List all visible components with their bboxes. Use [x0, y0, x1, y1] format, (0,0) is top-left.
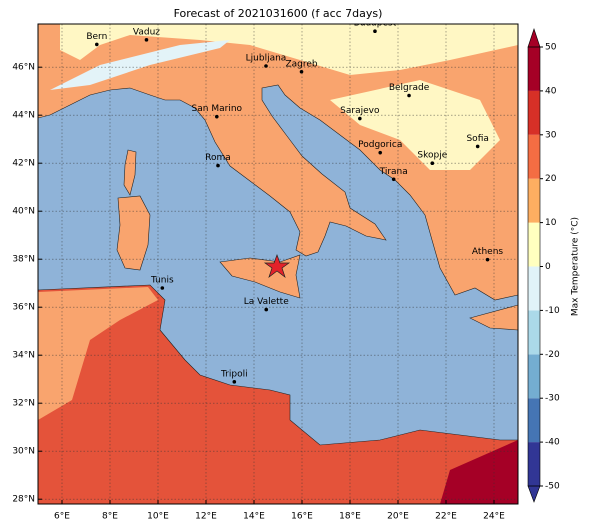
city-dot [160, 286, 165, 290]
colorbar-tick-label: 20 [545, 174, 557, 184]
city-dot [391, 177, 396, 182]
city-label: San Marino [192, 104, 243, 114]
y-tick-label: 38°N [12, 255, 35, 265]
city-label: Tirana [379, 167, 408, 177]
city-label: Bern [86, 32, 107, 42]
city-label: Roma [205, 153, 231, 163]
colorbar-bin [528, 266, 540, 311]
city-dot [373, 29, 377, 33]
city-label: Sarajevo [340, 106, 380, 116]
x-tick-label: 24°E [483, 512, 505, 522]
city-dot [264, 64, 268, 68]
x-tick-label: 20°E [387, 512, 409, 522]
colorbar: -50 -40 -30 -20 -10 0 10 20 30 40 50 Max Temperatur… [527, 28, 581, 503]
africa-hot [440, 440, 518, 504]
city-dot [358, 116, 362, 121]
colorbar-bin [528, 398, 540, 443]
axes: 6°E 8°E 10°E 12°E 14°E 16°E 18°E 20°E 22°E 24°E 28… [12, 63, 505, 522]
y-tick-label: 46°N [12, 63, 35, 73]
colorbar-bin [528, 47, 540, 91]
city-label: Zagreb [285, 59, 317, 69]
y-tick-label: 30°N [12, 447, 35, 457]
city-dot [95, 42, 99, 47]
city-dot [215, 114, 219, 119]
city-dot [264, 307, 269, 312]
colorbar-extend-bottom [527, 485, 541, 503]
city-dot [232, 380, 237, 384]
x-tick-label: 16°E [291, 512, 313, 522]
colorbar-tick-label: 30 [545, 130, 557, 140]
map-title: Forecast of 2021031600 (f acc 7days) [174, 7, 383, 20]
city-label: Tripoli [220, 369, 248, 379]
x-tick-label: 6°E [54, 512, 70, 522]
colorbar-bin [528, 354, 540, 399]
y-tick-label: 40°N [12, 207, 35, 217]
city-dot [485, 257, 490, 262]
colorbar-tick-label: 0 [545, 262, 551, 272]
colorbar-tick-label: 10 [545, 218, 557, 228]
y-tick-label: 32°N [12, 399, 35, 409]
colorbar-tick-label: -20 [545, 350, 560, 360]
colorbar-tick-label: 50 [545, 43, 557, 53]
colorbar-bin [528, 222, 540, 267]
forecast-star [263, 254, 291, 278]
city-label: La Valette [244, 297, 289, 307]
x-tick-label: 12°E [195, 512, 217, 522]
colorbar-bin [528, 442, 540, 486]
x-tick-label: 22°E [435, 512, 457, 522]
colorbar-bin [528, 310, 540, 355]
y-tick-label: 28°N [12, 495, 35, 505]
city-label: Tunis [150, 276, 174, 286]
colorbar-tick-label: -40 [545, 438, 560, 448]
colorbar-tick-label: -10 [545, 306, 560, 316]
x-tick-label: 8°E [102, 512, 118, 522]
y-tick-label: 34°N [12, 351, 35, 361]
city-label: Podgorica [358, 140, 402, 150]
x-tick-label: 10°E [147, 512, 169, 522]
x-tick-label: 18°E [339, 512, 361, 522]
grid [38, 24, 518, 504]
y-tick-label: 42°N [12, 159, 35, 169]
city-label: Athens [472, 247, 503, 257]
snow-alps [50, 40, 230, 90]
colorbar-tick-label: -50 [545, 482, 560, 492]
corsica [123, 149, 137, 196]
city-dot [144, 38, 149, 42]
city-dot [299, 69, 304, 74]
city-label: Belgrade [389, 83, 430, 93]
city-dot [407, 93, 411, 98]
turkey-coast [469, 304, 518, 331]
y-tick-label: 36°N [12, 303, 35, 313]
x-tick-label: 14°E [243, 512, 265, 522]
sardinia [116, 195, 151, 271]
city-label: Skopje [417, 151, 447, 161]
map-frame [37, 23, 519, 505]
colorbar-extend-top [527, 28, 541, 48]
colorbar-tick-label: -30 [545, 394, 560, 404]
cream-balkans [330, 80, 500, 170]
city-label: Budapest [354, 19, 397, 29]
colorbar-bin [528, 178, 540, 223]
colorbar-bin [528, 134, 540, 179]
cream-north [60, 24, 518, 75]
colorbar-label: Max Temperature (°C) [571, 217, 581, 316]
city-label: Vaduz [133, 27, 160, 37]
city-dot [430, 161, 435, 165]
africa-warm [38, 287, 158, 420]
city-dot [475, 144, 480, 149]
colorbar-bin [528, 90, 540, 135]
y-tick-label: 44°N [12, 111, 35, 121]
city-label: Sofia [466, 134, 488, 144]
colorbar-tick-label: 40 [545, 86, 557, 96]
city-dot [216, 163, 220, 168]
city-label: Ljubljana [246, 54, 287, 64]
city-dot [378, 150, 383, 155]
